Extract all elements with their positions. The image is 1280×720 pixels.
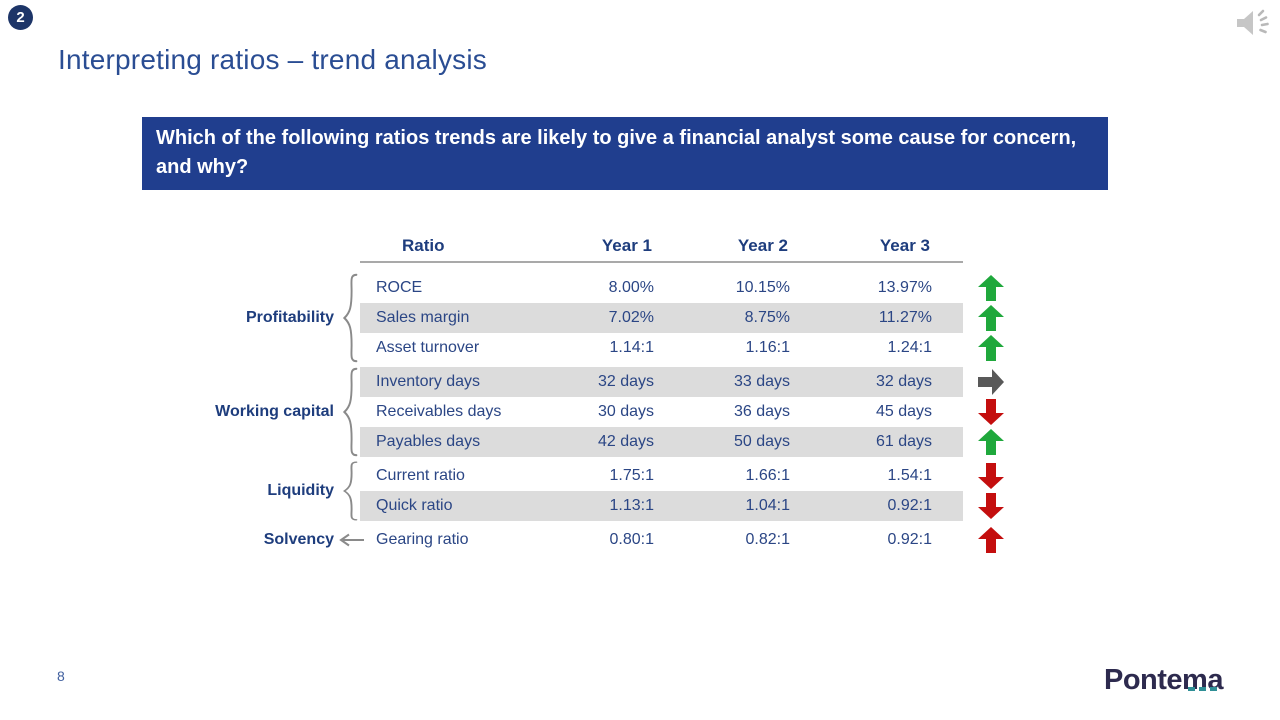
year3-value-cell: 0.92:1: [887, 531, 932, 548]
trend-up-icon: [977, 274, 1005, 302]
table-row: Asset turnover 1.14:1 1.16:1 1.24:1: [360, 333, 963, 363]
year2-value-cell: 10.15%: [735, 279, 790, 296]
trend-up-icon: [977, 428, 1005, 456]
column-header-year2: Year 2: [737, 235, 788, 255]
year3-value-cell: 61 days: [875, 433, 932, 450]
table-row: Current ratio 1.75:1 1.66:1 1.54:1: [360, 461, 963, 491]
trend-down-icon: [977, 398, 1005, 426]
year3-value-cell: 32 days: [875, 373, 932, 390]
ratio-name-cell: Inventory days: [376, 373, 481, 390]
year3-value-cell: 1.54:1: [887, 467, 932, 484]
year1-value-cell: 1.14:1: [609, 339, 654, 356]
year2-value-cell: 36 days: [733, 403, 790, 420]
table-row: Gearing ratio 0.80:1 0.82:1 0.92:1: [360, 525, 963, 555]
table-rows: ROCE 8.00% 10.15% 13.97% Sales margin 7.02% 8.…: [360, 273, 963, 555]
company-logo: Pontema: [1104, 664, 1244, 700]
year1-value-cell: 1.75:1: [609, 467, 654, 484]
year1-value-cell: 1.13:1: [609, 497, 654, 514]
ratio-name-cell: Current ratio: [376, 467, 465, 484]
page-number: 8: [57, 668, 65, 684]
column-header-year1: Year 1: [601, 235, 652, 255]
category-label-working-capital: Working capital: [215, 403, 334, 420]
column-header-year3: Year 3: [879, 235, 930, 255]
ratio-name-cell: ROCE: [376, 279, 423, 296]
year1-value-cell: 30 days: [597, 403, 654, 420]
trend-down-icon: [977, 492, 1005, 520]
year2-value-cell: 1.66:1: [745, 467, 790, 484]
year2-value-cell: 8.75%: [744, 309, 790, 326]
year3-value-cell: 1.24:1: [887, 339, 932, 356]
company-logo-text: Pontema: [1104, 664, 1223, 696]
year1-value-cell: 7.02%: [608, 309, 654, 326]
ratio-name-cell: Receivables days: [376, 403, 502, 420]
table-row: Quick ratio 1.13:1 1.04:1 0.92:1: [360, 491, 963, 521]
audio-speaker-icon[interactable]: [1234, 6, 1274, 49]
year3-value-cell: 0.92:1: [887, 497, 932, 514]
trend-up-icon: [977, 334, 1005, 362]
category-label-solvency: Solvency: [263, 531, 334, 548]
year1-value-cell: 0.80:1: [609, 531, 654, 548]
group-brace: [342, 461, 358, 526]
year1-value-cell: 42 days: [597, 433, 654, 450]
year2-value-cell: 1.04:1: [745, 497, 790, 514]
trend-up-icon: [977, 304, 1005, 332]
trend-right-icon: [977, 368, 1005, 396]
trend-down-icon: [977, 462, 1005, 490]
ratio-name-cell: Quick ratio: [376, 497, 453, 514]
year3-value-cell: 45 days: [875, 403, 932, 420]
table-header-row: Ratio Year 1 Year 2 Year 3: [360, 230, 963, 263]
question-banner: Which of the following ratios trends are…: [142, 117, 1108, 190]
table-row: Inventory days 32 days 33 days 32 days: [360, 367, 963, 397]
table-row: Sales margin 7.02% 8.75% 11.27%: [360, 303, 963, 333]
trend-up-icon: [977, 526, 1005, 554]
logo-teal-dash: [1199, 687, 1206, 691]
year2-value-cell: 0.82:1: [745, 531, 790, 548]
ratio-name-cell: Asset turnover: [376, 339, 480, 356]
year3-value-cell: 13.97%: [877, 279, 932, 296]
table-row: ROCE 8.00% 10.15% 13.97%: [360, 273, 963, 303]
ratio-name-cell: Payables days: [376, 433, 481, 450]
year2-value-cell: 50 days: [733, 433, 790, 450]
table-row: Receivables days 30 days 36 days 45 days: [360, 397, 963, 427]
logo-teal-dash: [1188, 687, 1195, 691]
year2-value-cell: 1.16:1: [745, 339, 790, 356]
category-label-liquidity: Liquidity: [267, 482, 334, 499]
ratio-name-cell: Gearing ratio: [376, 531, 469, 548]
solvency-pointer-arrow-icon: [337, 533, 365, 547]
slide-title: Interpreting ratios – trend analysis: [58, 44, 487, 75]
group-brace: [342, 273, 358, 368]
year1-value-cell: 32 days: [597, 373, 654, 390]
year3-value-cell: 11.27%: [878, 309, 932, 326]
year1-value-cell: 8.00%: [608, 279, 654, 296]
category-label-profitability: Profitability: [245, 309, 334, 326]
table-row: Payables days 42 days 50 days 61 days: [360, 427, 963, 457]
logo-teal-dash: [1210, 687, 1217, 691]
column-header-ratio: Ratio: [402, 235, 445, 255]
ratio-name-cell: Sales margin: [376, 309, 470, 326]
slide-number-badge: 2: [8, 5, 33, 30]
group-brace: [342, 367, 358, 462]
year2-value-cell: 33 days: [733, 373, 790, 390]
